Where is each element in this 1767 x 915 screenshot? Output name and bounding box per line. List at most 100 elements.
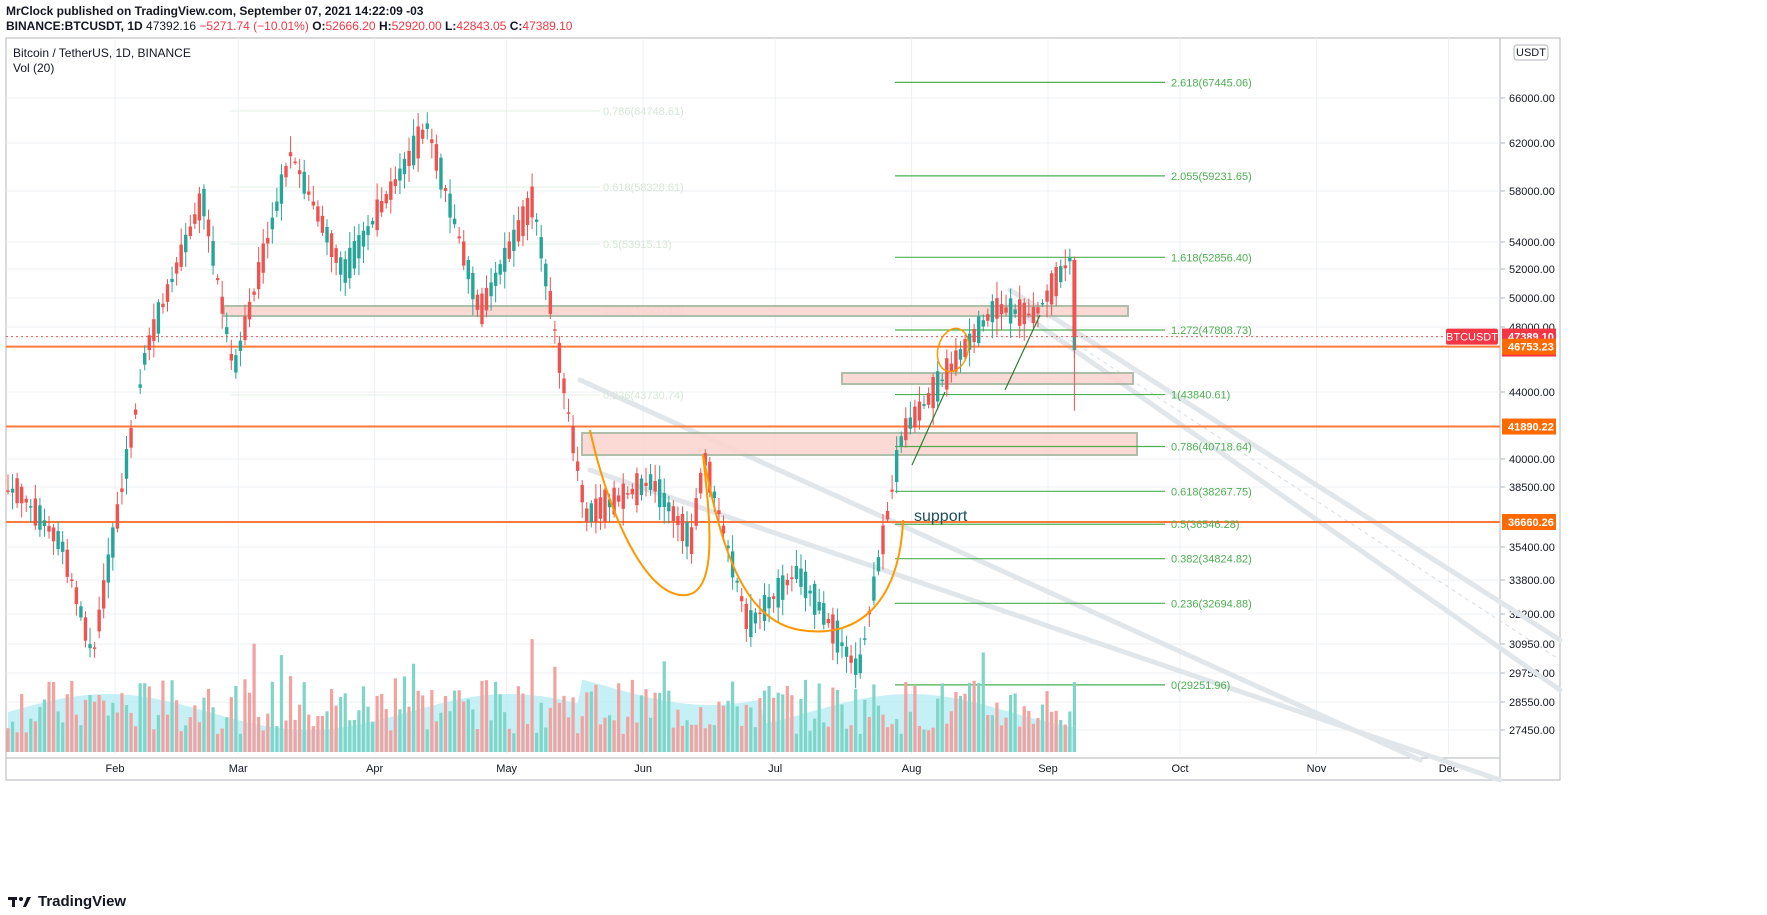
volume-bar bbox=[6, 728, 10, 752]
candle-body bbox=[24, 498, 28, 503]
candle-body bbox=[211, 241, 215, 266]
candle-body bbox=[489, 282, 493, 297]
candle-body bbox=[890, 489, 894, 492]
fib-level-label: 2.618(67445.06) bbox=[1171, 77, 1252, 89]
candle-body bbox=[389, 181, 393, 200]
volume-bar bbox=[917, 725, 922, 752]
candle-body bbox=[858, 654, 862, 674]
symbol-tag bbox=[1446, 328, 1498, 345]
candle-body bbox=[958, 349, 963, 360]
candle-body bbox=[803, 571, 808, 599]
volume-bar bbox=[516, 686, 521, 752]
candle-body bbox=[657, 479, 662, 508]
candle-body bbox=[512, 229, 516, 252]
level-price-tag bbox=[1502, 513, 1556, 530]
volume-bar bbox=[571, 697, 575, 752]
candle-body bbox=[685, 522, 689, 547]
candle-body bbox=[220, 296, 224, 314]
volume-bar bbox=[858, 733, 862, 752]
candle-body bbox=[557, 342, 562, 373]
price-tick-label: 50000.00 bbox=[1509, 293, 1555, 305]
candle-body bbox=[703, 453, 707, 466]
volume-bar bbox=[439, 712, 443, 752]
candle-body bbox=[293, 161, 297, 164]
candle-body bbox=[161, 303, 165, 308]
candle-body bbox=[1008, 298, 1013, 324]
volume-bar bbox=[348, 720, 352, 752]
volume-bar bbox=[658, 692, 662, 752]
volume-bar bbox=[767, 686, 771, 752]
candle-body bbox=[316, 206, 320, 222]
candle-body bbox=[589, 503, 594, 523]
level-price-label: 41890.22 bbox=[1508, 422, 1554, 434]
volume-bar bbox=[685, 720, 689, 752]
volume-bar bbox=[1013, 693, 1017, 752]
price-tick-label: 38500.00 bbox=[1509, 482, 1555, 494]
volume-bar bbox=[257, 716, 261, 752]
candle-body bbox=[630, 488, 635, 495]
open-label: O: bbox=[312, 19, 326, 33]
time-tick-label: Oct bbox=[1171, 763, 1188, 775]
volume-bar bbox=[421, 695, 425, 752]
volume-bar bbox=[24, 732, 28, 752]
volume-bar bbox=[667, 690, 671, 752]
volume-bar bbox=[735, 706, 739, 752]
candle-body bbox=[370, 220, 375, 225]
volume-bar bbox=[781, 694, 785, 752]
candle-body bbox=[771, 596, 776, 599]
candle-body bbox=[676, 516, 680, 526]
volume-bar bbox=[498, 694, 502, 752]
candle-body bbox=[1027, 313, 1031, 316]
fib-level-label: 0.618(38267.75) bbox=[1171, 486, 1252, 498]
volume-bar bbox=[662, 661, 666, 752]
volume-bar bbox=[252, 643, 256, 752]
candle-body bbox=[384, 194, 388, 204]
volume-bar bbox=[184, 725, 188, 752]
price-tick-label: 62000.00 bbox=[1509, 138, 1555, 150]
candle-body bbox=[38, 505, 42, 530]
candle-body bbox=[102, 580, 106, 609]
fib-level-label: 2.055(59231.65) bbox=[1171, 171, 1252, 183]
candle-body bbox=[430, 139, 434, 144]
volume-bar bbox=[521, 693, 525, 752]
candle-body bbox=[493, 272, 498, 286]
price-tick-label: 28550.00 bbox=[1509, 697, 1555, 709]
candle-body bbox=[51, 527, 56, 542]
volume-bar bbox=[831, 687, 835, 752]
candle-body bbox=[767, 597, 771, 609]
volume-bar bbox=[197, 722, 202, 752]
volume-bar bbox=[626, 716, 630, 752]
volume-bar bbox=[544, 727, 548, 752]
volume-bar bbox=[772, 697, 776, 752]
candle-body bbox=[288, 152, 293, 157]
candle-body bbox=[1004, 307, 1008, 313]
symbol-tag-label: BTCUSDT bbox=[1446, 332, 1498, 344]
pattern-curve bbox=[702, 454, 904, 633]
trend-line bbox=[1004, 314, 1041, 391]
candle-body bbox=[457, 236, 461, 239]
candle-body bbox=[881, 525, 885, 555]
volume-bar bbox=[525, 723, 530, 752]
volume-bar bbox=[124, 705, 129, 752]
volume-bar bbox=[703, 728, 707, 752]
time-tick-label: Jul bbox=[768, 763, 782, 775]
volume-bar bbox=[266, 713, 270, 752]
low-value: 42843.05 bbox=[456, 19, 507, 33]
volume-bar bbox=[794, 733, 799, 752]
candle-body bbox=[302, 171, 306, 194]
candle-body bbox=[88, 644, 92, 649]
candle-body bbox=[986, 314, 990, 321]
volume-bar bbox=[188, 717, 192, 752]
candle-body bbox=[1031, 307, 1036, 324]
fib-level-label: 1.618(52856.40) bbox=[1171, 252, 1252, 264]
candle-body bbox=[530, 186, 534, 218]
time-tick-label: Mar bbox=[229, 763, 248, 775]
candle-body bbox=[534, 219, 539, 222]
volume-bar bbox=[967, 682, 972, 752]
price-tick-label: 33800.00 bbox=[1509, 575, 1555, 587]
volume-bar bbox=[876, 705, 881, 752]
volume-bar bbox=[106, 715, 110, 752]
volume-bar bbox=[411, 663, 416, 752]
candle-body bbox=[188, 226, 192, 237]
